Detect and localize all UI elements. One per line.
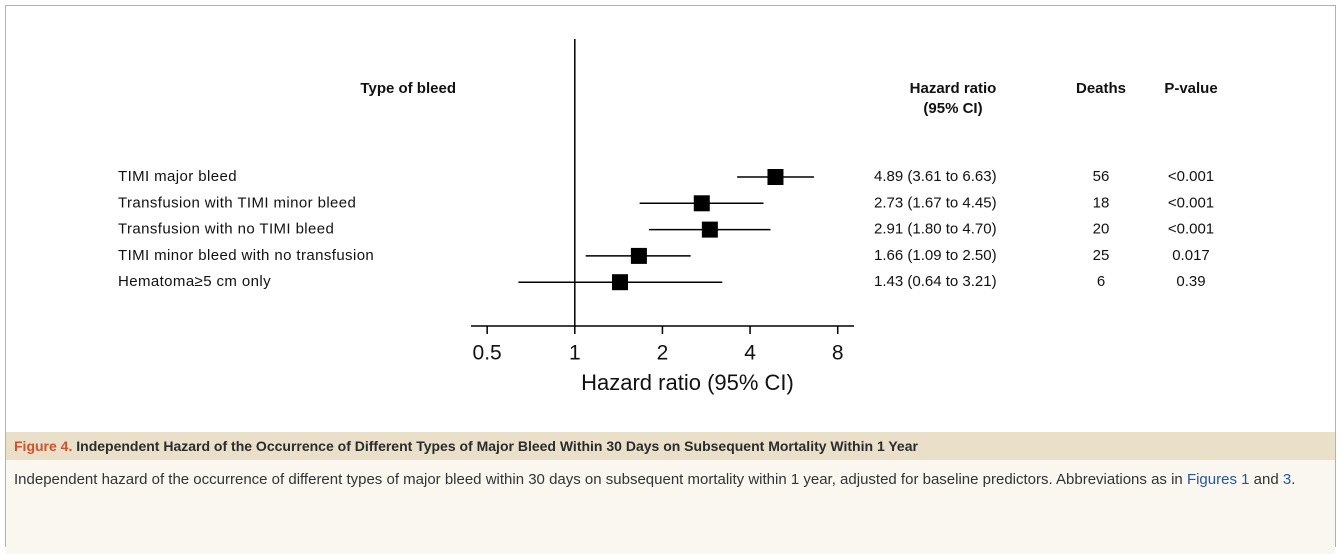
hr-value: 4.89 (3.61 to 6.63)	[874, 168, 997, 185]
deaths-value: 25	[1093, 247, 1110, 264]
chart: 0.5 1 2 4 8 Hazard ratio (95% CI) Type of blee…	[118, 39, 1218, 395]
deaths-value: 18	[1093, 194, 1110, 211]
hr-value: 2.91 (1.80 to 4.70)	[874, 221, 997, 238]
deaths-value: 56	[1093, 168, 1110, 185]
p-value: 0.017	[1172, 247, 1210, 264]
row-label: TIMI minor bleed with no transfusion	[118, 247, 374, 264]
x-tick-label: 2	[657, 342, 669, 365]
figure-title: Independent Hazard of the Occurrence of …	[76, 438, 918, 454]
x-tick-label: 8	[832, 342, 844, 365]
description-text: Independent hazard of the occurrence of …	[14, 471, 1187, 488]
deaths-value: 20	[1093, 221, 1110, 238]
caption-title-bar: Figure 4. Independent Hazard of the Occu…	[6, 432, 1335, 460]
point-estimate	[630, 247, 647, 264]
hr-value: 1.43 (0.64 to 3.21)	[874, 273, 997, 290]
description-text: .	[1291, 471, 1296, 488]
row-label: TIMI major bleed	[118, 168, 237, 185]
figure-label: Figure 4.	[14, 438, 73, 454]
hr-value: 2.73 (1.67 to 4.45)	[874, 194, 997, 211]
figure-link[interactable]: Figures 1	[1186, 471, 1250, 488]
point-estimate	[612, 274, 629, 291]
point-estimate	[767, 169, 784, 185]
column-header: (95% CI)	[923, 100, 982, 117]
p-value: <0.001	[1168, 221, 1214, 238]
column-header: P-value	[1164, 80, 1217, 97]
point-estimate	[701, 221, 718, 238]
deaths-value: 6	[1097, 273, 1105, 290]
row-label: Transfusion with TIMI minor bleed	[118, 194, 356, 211]
p-value: <0.001	[1168, 168, 1214, 185]
caption-description: Independent hazard of the occurrence of …	[6, 460, 1335, 554]
figure: 0.5 1 2 4 8 Hazard ratio (95% CI) Type of blee…	[5, 5, 1336, 554]
column-header: Type of bleed	[360, 80, 456, 97]
hr-value: 1.66 (1.09 to 2.50)	[874, 247, 997, 264]
description-text: and	[1249, 471, 1283, 488]
row-label: Hematoma≥5 cm only	[118, 273, 271, 290]
p-value: <0.001	[1168, 194, 1214, 211]
point-estimate	[693, 195, 710, 212]
x-tick-label: 0.5	[473, 342, 502, 365]
x-tick-label: 4	[744, 342, 756, 365]
row-label: Transfusion with no TIMI bleed	[118, 221, 334, 238]
figure-link[interactable]: 3	[1282, 471, 1292, 488]
column-header: Hazard ratio	[910, 80, 997, 97]
p-value: 0.39	[1176, 273, 1205, 290]
column-header: Deaths	[1076, 80, 1126, 97]
x-tick-label: 1	[569, 342, 581, 365]
x-axis-label: Hazard ratio (95% CI)	[581, 370, 794, 395]
